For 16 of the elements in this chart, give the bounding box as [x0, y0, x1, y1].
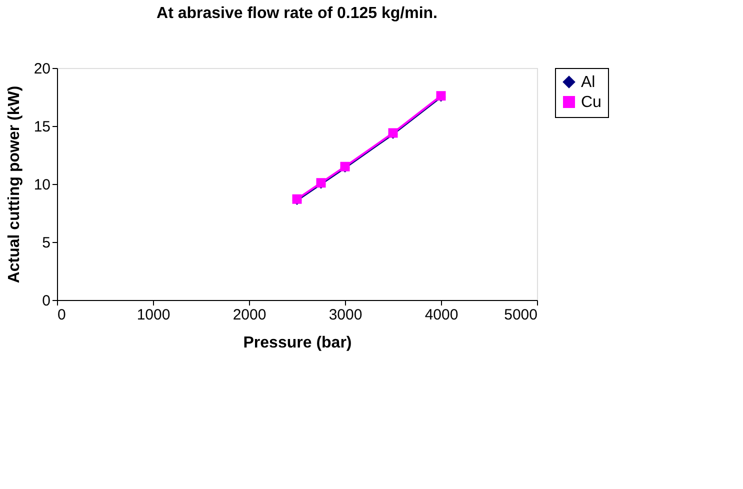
x-tick-label: 2000 — [232, 306, 266, 324]
y-tick-label: 10 — [34, 176, 50, 194]
x-tick-label: 1000 — [136, 306, 170, 324]
y-tick-label: 5 — [42, 234, 50, 252]
chart-title: At abrasive flow rate of 0.125 kg/min. — [156, 5, 438, 22]
x-tick-label: 3000 — [328, 306, 362, 324]
x-axis-title: Pressure (bar) — [243, 334, 352, 352]
y-tick-label: 0 — [42, 292, 50, 310]
legend-label: Cu — [581, 94, 602, 111]
x-tick-label: 4000 — [424, 306, 458, 324]
x-tick-label: 0 — [58, 306, 66, 324]
x-tick-label: 5000 — [504, 306, 538, 324]
y-axis-title: Actual cutting power (kW) — [6, 86, 23, 284]
y-tick-label: 20 — [34, 60, 50, 78]
y-tick-label: 15 — [34, 118, 50, 136]
legend-label: Al — [581, 74, 596, 91]
